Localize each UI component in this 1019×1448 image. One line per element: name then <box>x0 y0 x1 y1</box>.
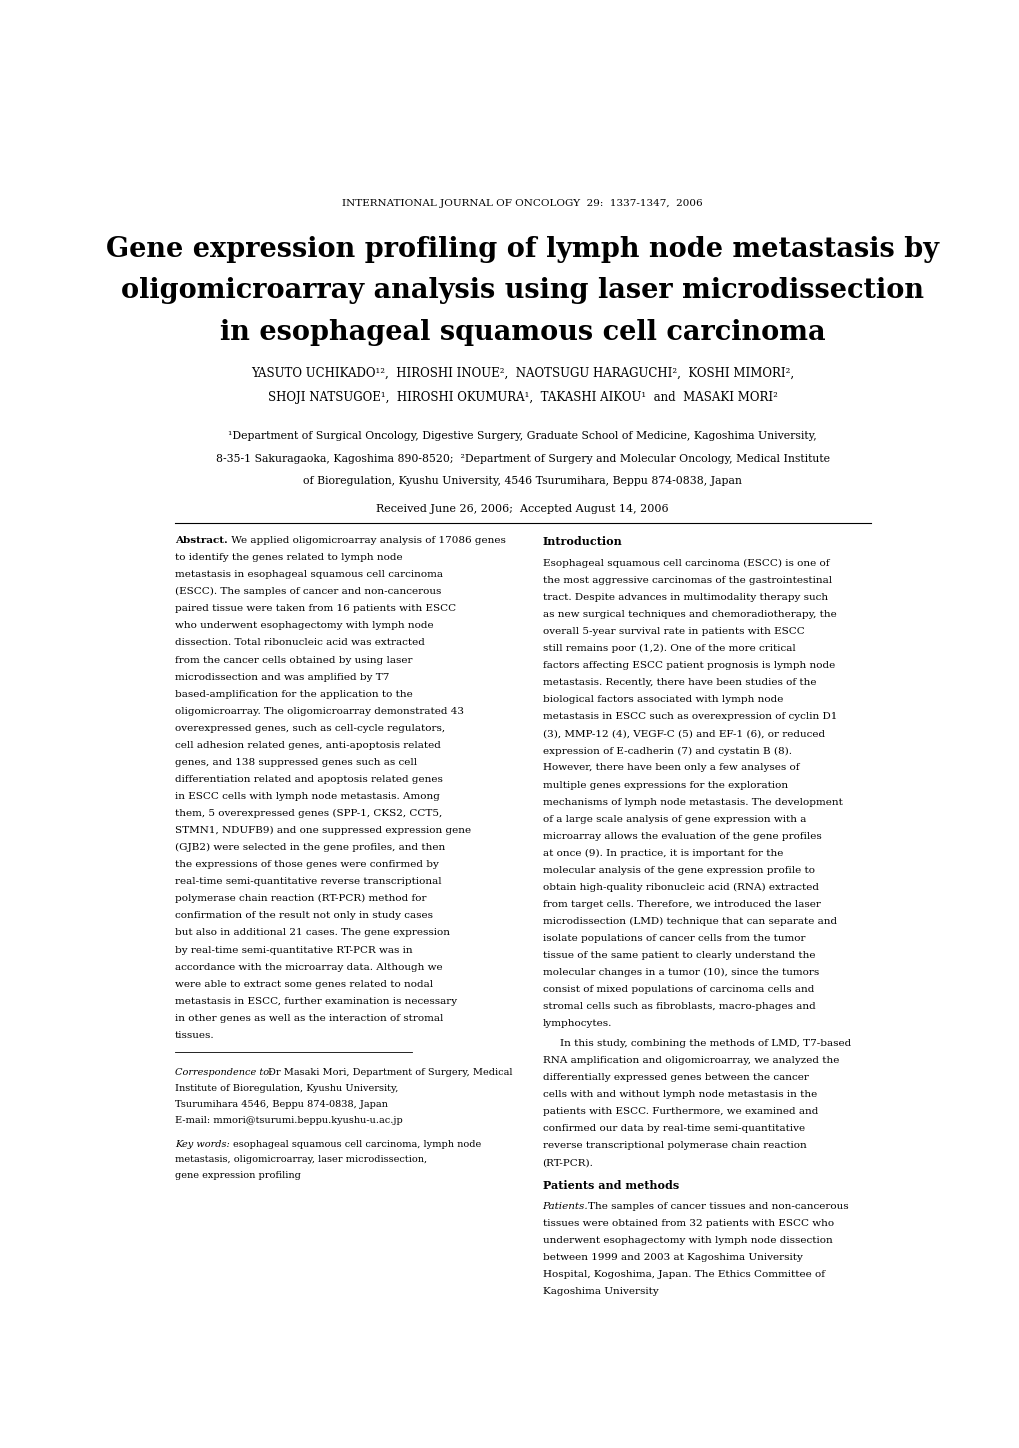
Text: microarray allows the evaluation of the gene profiles: microarray allows the evaluation of the … <box>542 831 820 841</box>
Text: genes, and 138 suppressed genes such as cell: genes, and 138 suppressed genes such as … <box>175 757 417 767</box>
Text: Institute of Bioregulation, Kyushu University,: Institute of Bioregulation, Kyushu Unive… <box>175 1085 397 1093</box>
Text: (RT-PCR).: (RT-PCR). <box>542 1158 593 1167</box>
Text: differentially expressed genes between the cancer: differentially expressed genes between t… <box>542 1073 808 1082</box>
Text: ¹Department of Surgical Oncology, Digestive Surgery, Graduate School of Medicine: ¹Department of Surgical Oncology, Digest… <box>228 432 816 442</box>
Text: were able to extract some genes related to nodal: were able to extract some genes related … <box>175 980 433 989</box>
Text: biological factors associated with lymph node: biological factors associated with lymph… <box>542 695 783 704</box>
Text: differentiation related and apoptosis related genes: differentiation related and apoptosis re… <box>175 775 442 783</box>
Text: However, there have been only a few analyses of: However, there have been only a few anal… <box>542 763 798 772</box>
Text: the most aggressive carcinomas of the gastrointestinal: the most aggressive carcinomas of the ga… <box>542 576 830 585</box>
Text: oligomicroarray. The oligomicroarray demonstrated 43: oligomicroarray. The oligomicroarray dem… <box>175 707 464 715</box>
Text: confirmed our data by real-time semi-quantitative: confirmed our data by real-time semi-qua… <box>542 1124 804 1132</box>
Text: the expressions of those genes were confirmed by: the expressions of those genes were conf… <box>175 860 438 869</box>
Text: patients with ESCC. Furthermore, we examined and: patients with ESCC. Furthermore, we exam… <box>542 1106 817 1116</box>
Text: Abstract.: Abstract. <box>175 536 227 544</box>
Text: Esophageal squamous cell carcinoma (ESCC) is one of: Esophageal squamous cell carcinoma (ESCC… <box>542 559 828 568</box>
Text: obtain high-quality ribonucleic acid (RNA) extracted: obtain high-quality ribonucleic acid (RN… <box>542 883 817 892</box>
Text: overexpressed genes, such as cell-cycle regulators,: overexpressed genes, such as cell-cycle … <box>175 724 444 733</box>
Text: from the cancer cells obtained by using laser: from the cancer cells obtained by using … <box>175 656 412 665</box>
Text: in other genes as well as the interaction of stromal: in other genes as well as the interactio… <box>175 1014 443 1022</box>
Text: mechanisms of lymph node metastasis. The development: mechanisms of lymph node metastasis. The… <box>542 798 842 807</box>
Text: to identify the genes related to lymph node: to identify the genes related to lymph n… <box>175 553 403 562</box>
Text: Kagoshima University: Kagoshima University <box>542 1287 657 1296</box>
Text: from target cells. Therefore, we introduced the laser: from target cells. Therefore, we introdu… <box>542 901 819 909</box>
Text: factors affecting ESCC patient prognosis is lymph node: factors affecting ESCC patient prognosis… <box>542 662 834 670</box>
Text: The samples of cancer tissues and non-cancerous: The samples of cancer tissues and non-ca… <box>587 1202 848 1211</box>
Text: them, 5 overexpressed genes (SPP-1, CKS2, CCT5,: them, 5 overexpressed genes (SPP-1, CKS2… <box>175 809 442 818</box>
Text: Received June 26, 2006;  Accepted August 14, 2006: Received June 26, 2006; Accepted August … <box>376 504 668 514</box>
Text: Patients.: Patients. <box>542 1202 588 1211</box>
Text: Introduction: Introduction <box>542 536 622 547</box>
Text: underwent esophagectomy with lymph node dissection: underwent esophagectomy with lymph node … <box>542 1237 832 1245</box>
Text: by real-time semi-quantitative RT-PCR was in: by real-time semi-quantitative RT-PCR wa… <box>175 946 412 954</box>
Text: Hospital, Kogoshima, Japan. The Ethics Committee of: Hospital, Kogoshima, Japan. The Ethics C… <box>542 1270 823 1280</box>
Text: cells with and without lymph node metastasis in the: cells with and without lymph node metast… <box>542 1090 816 1099</box>
Text: polymerase chain reaction (RT-PCR) method for: polymerase chain reaction (RT-PCR) metho… <box>175 895 426 904</box>
Text: Tsurumihara 4546, Beppu 874-0838, Japan: Tsurumihara 4546, Beppu 874-0838, Japan <box>175 1100 387 1109</box>
Text: molecular changes in a tumor (10), since the tumors: molecular changes in a tumor (10), since… <box>542 969 818 977</box>
Text: dissection. Total ribonucleic acid was extracted: dissection. Total ribonucleic acid was e… <box>175 639 424 647</box>
Text: multiple genes expressions for the exploration: multiple genes expressions for the explo… <box>542 780 787 789</box>
Text: lymphocytes.: lymphocytes. <box>542 1019 611 1028</box>
Text: at once (9). In practice, it is important for the: at once (9). In practice, it is importan… <box>542 849 783 857</box>
Text: of a large scale analysis of gene expression with a: of a large scale analysis of gene expres… <box>542 815 805 824</box>
Text: metastasis in ESCC such as overexpression of cyclin D1: metastasis in ESCC such as overexpressio… <box>542 712 836 721</box>
Text: microdissection (LMD) technique that can separate and: microdissection (LMD) technique that can… <box>542 917 836 927</box>
Text: SHOJI NATSUGOE¹,  HIROSHI OKUMURA¹,  TAKASHI AIKOU¹  and  MASAKI MORI²: SHOJI NATSUGOE¹, HIROSHI OKUMURA¹, TAKAS… <box>268 391 776 404</box>
Text: as new surgical techniques and chemoradiotherapy, the: as new surgical techniques and chemoradi… <box>542 610 836 618</box>
Text: Gene expression profiling of lymph node metastasis by: Gene expression profiling of lymph node … <box>106 236 938 264</box>
Text: In this study, combining the methods of LMD, T7-based: In this study, combining the methods of … <box>559 1038 850 1048</box>
Text: tissue of the same patient to clearly understand the: tissue of the same patient to clearly un… <box>542 951 814 960</box>
Text: still remains poor (1,2). One of the more critical: still remains poor (1,2). One of the mor… <box>542 644 795 653</box>
Text: gene expression profiling: gene expression profiling <box>175 1171 301 1180</box>
Text: RNA amplification and oligomicroarray, we analyzed the: RNA amplification and oligomicroarray, w… <box>542 1056 838 1064</box>
Text: (3), MMP-12 (4), VEGF-C (5) and EF-1 (6), or reduced: (3), MMP-12 (4), VEGF-C (5) and EF-1 (6)… <box>542 730 823 738</box>
Text: INTERNATIONAL JOURNAL OF ONCOLOGY  29:  1337-1347,  2006: INTERNATIONAL JOURNAL OF ONCOLOGY 29: 13… <box>342 200 702 209</box>
Text: accordance with the microarray data. Although we: accordance with the microarray data. Alt… <box>175 963 442 972</box>
Text: confirmation of the result not only in study cases: confirmation of the result not only in s… <box>175 911 432 921</box>
Text: Patients and methods: Patients and methods <box>542 1180 678 1190</box>
Text: Dr Masaki Mori, Department of Surgery, Medical: Dr Masaki Mori, Department of Surgery, M… <box>268 1069 513 1077</box>
Text: in esophageal squamous cell carcinoma: in esophageal squamous cell carcinoma <box>220 319 824 346</box>
Text: metastasis, oligomicroarray, laser microdissection,: metastasis, oligomicroarray, laser micro… <box>175 1156 427 1164</box>
Text: metastasis in ESCC, further examination is necessary: metastasis in ESCC, further examination … <box>175 996 457 1006</box>
Text: overall 5-year survival rate in patients with ESCC: overall 5-year survival rate in patients… <box>542 627 803 636</box>
Text: of Bioregulation, Kyushu University, 4546 Tsurumihara, Beppu 874-0838, Japan: of Bioregulation, Kyushu University, 454… <box>303 476 742 487</box>
Text: tissues.: tissues. <box>175 1031 214 1040</box>
Text: STMN1, NDUFB9) and one suppressed expression gene: STMN1, NDUFB9) and one suppressed expres… <box>175 827 471 835</box>
Text: Key words:: Key words: <box>175 1140 229 1148</box>
Text: reverse transcriptional polymerase chain reaction: reverse transcriptional polymerase chain… <box>542 1141 805 1150</box>
Text: isolate populations of cancer cells from the tumor: isolate populations of cancer cells from… <box>542 934 804 943</box>
Text: based-amplification for the application to the: based-amplification for the application … <box>175 689 413 698</box>
Text: tissues were obtained from 32 patients with ESCC who: tissues were obtained from 32 patients w… <box>542 1219 833 1228</box>
Text: expression of E-cadherin (7) and cystatin B (8).: expression of E-cadherin (7) and cystati… <box>542 746 791 756</box>
Text: 8-35-1 Sakuragaoka, Kagoshima 890-8520;  ²Department of Surgery and Molecular On: 8-35-1 Sakuragaoka, Kagoshima 890-8520; … <box>216 453 828 463</box>
Text: stromal cells such as fibroblasts, macro-phages and: stromal cells such as fibroblasts, macro… <box>542 1002 814 1011</box>
Text: who underwent esophagectomy with lymph node: who underwent esophagectomy with lymph n… <box>175 621 433 630</box>
Text: (ESCC). The samples of cancer and non-cancerous: (ESCC). The samples of cancer and non-ca… <box>175 588 441 597</box>
Text: paired tissue were taken from 16 patients with ESCC: paired tissue were taken from 16 patient… <box>175 604 455 614</box>
Text: metastasis. Recently, there have been studies of the: metastasis. Recently, there have been st… <box>542 678 815 688</box>
Text: molecular analysis of the gene expression profile to: molecular analysis of the gene expressio… <box>542 866 814 875</box>
Text: esophageal squamous cell carcinoma, lymph node: esophageal squamous cell carcinoma, lymp… <box>232 1140 480 1148</box>
Text: between 1999 and 2003 at Kagoshima University: between 1999 and 2003 at Kagoshima Unive… <box>542 1254 802 1263</box>
Text: tract. Despite advances in multimodality therapy such: tract. Despite advances in multimodality… <box>542 592 826 602</box>
Text: YASUTO UCHIKADO¹²,  HIROSHI INOUE²,  NAOTSUGU HARAGUCHI²,  KOSHI MIMORI²,: YASUTO UCHIKADO¹², HIROSHI INOUE², NAOTS… <box>251 366 794 379</box>
Text: oligomicroarray analysis using laser microdissection: oligomicroarray analysis using laser mic… <box>121 278 923 304</box>
Text: in ESCC cells with lymph node metastasis. Among: in ESCC cells with lymph node metastasis… <box>175 792 439 801</box>
Text: real-time semi-quantitative reverse transcriptional: real-time semi-quantitative reverse tran… <box>175 877 441 886</box>
Text: cell adhesion related genes, anti-apoptosis related: cell adhesion related genes, anti-apopto… <box>175 741 440 750</box>
Text: but also in additional 21 cases. The gene expression: but also in additional 21 cases. The gen… <box>175 928 449 937</box>
Text: consist of mixed populations of carcinoma cells and: consist of mixed populations of carcinom… <box>542 985 813 995</box>
Text: metastasis in esophageal squamous cell carcinoma: metastasis in esophageal squamous cell c… <box>175 571 442 579</box>
Text: microdissection and was amplified by T7: microdissection and was amplified by T7 <box>175 672 389 682</box>
Text: Correspondence to:: Correspondence to: <box>175 1069 272 1077</box>
Text: E-mail: mmori@tsurumi.beppu.kyushu-u.ac.jp: E-mail: mmori@tsurumi.beppu.kyushu-u.ac.… <box>175 1116 403 1125</box>
Text: (GJB2) were selected in the gene profiles, and then: (GJB2) were selected in the gene profile… <box>175 843 444 853</box>
Text: We applied oligomicroarray analysis of 17086 genes: We applied oligomicroarray analysis of 1… <box>227 536 505 544</box>
